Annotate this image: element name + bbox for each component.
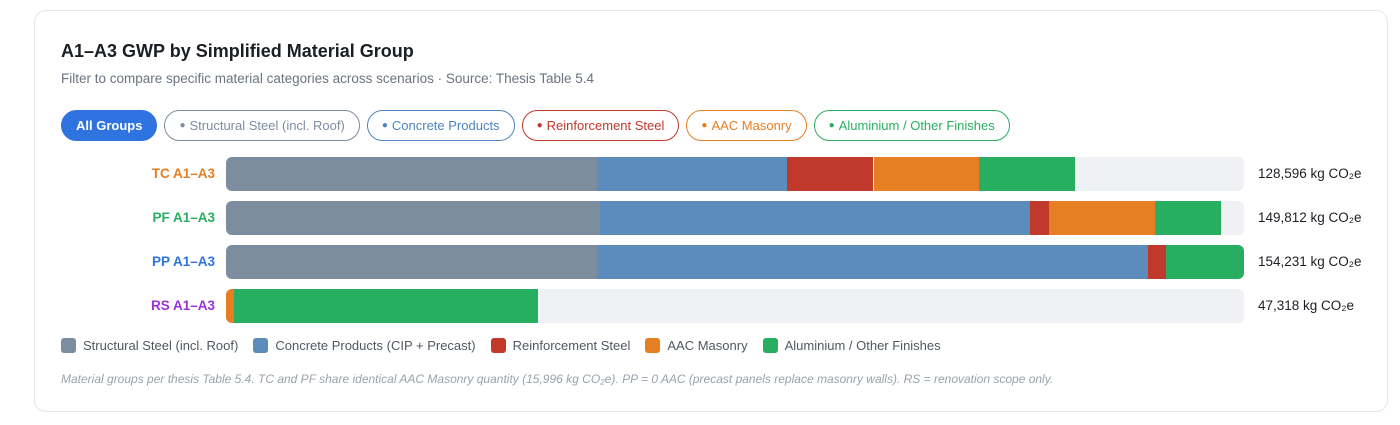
bar-row: TC A1–A3 128,596 kg CO₂e (35, 157, 1387, 191)
legend-item: Concrete Products (CIP + Precast) (253, 337, 476, 353)
filter-dot-icon: ● (381, 120, 388, 131)
legend-swatch-icon (645, 337, 661, 353)
bar-segment[interactable] (979, 157, 1075, 191)
filter-pill-label: Reinforcement Steel (546, 118, 665, 133)
chart-card: A1–A3 GWP by Simplified Material Group F… (34, 10, 1388, 412)
bar-segment[interactable] (599, 201, 1030, 235)
legend-label: Concrete Products (CIP + Precast) (275, 337, 476, 353)
filter-pill-label: Concrete Products (391, 118, 500, 133)
legend-swatch-icon (762, 337, 778, 353)
category-label: RS A1–A3 (150, 298, 215, 313)
bar-segment[interactable] (787, 157, 874, 191)
category-label: TC A1–A3 (151, 166, 215, 181)
bar-total-label: 128,596 kg CO₂e (1258, 166, 1362, 181)
chart-legend: Structural Steel (incl. Roof) Concrete Pr… (61, 336, 941, 354)
legend-label: AAC Masonry (667, 337, 748, 353)
bar-segment[interactable] (226, 289, 234, 323)
bar-segment[interactable] (596, 245, 1148, 279)
bar-segment[interactable] (226, 157, 597, 191)
bar-segment[interactable] (233, 289, 539, 323)
filter-pill-label: All Groups (76, 118, 143, 133)
filter-dot-icon: ● (828, 120, 835, 131)
bar-segment[interactable] (1049, 201, 1155, 235)
legend-swatch-icon (253, 337, 269, 353)
legend-item: Structural Steel (incl. Roof) (61, 337, 239, 353)
bar-track (226, 245, 1244, 279)
bar-row: RS A1–A3 47,318 kg CO₂e (35, 289, 1387, 323)
filter-pill-0[interactable]: All Groups (61, 110, 158, 141)
filter-pill-label: AAC Masonry (711, 118, 792, 133)
filter-dot-icon: ● (179, 120, 186, 131)
bar-total-label: 47,318 kg CO₂e (1258, 298, 1355, 313)
bar-segment[interactable] (1154, 201, 1222, 235)
legend-swatch-icon (61, 337, 76, 353)
legend-item: Reinforcement Steel (490, 337, 631, 353)
filter-dot-icon: ● (701, 120, 708, 131)
chart-subtitle: Filter to compare specific material cate… (61, 71, 594, 86)
bar-segment[interactable] (1147, 245, 1167, 279)
bar-track (226, 157, 1244, 191)
legend-swatch-icon (490, 337, 506, 353)
bar-segment[interactable] (596, 157, 788, 191)
filter-pill-label: Structural Steel (incl. Roof) (189, 118, 345, 133)
bar-row: PP A1–A3 154,231 kg CO₂e (35, 245, 1387, 279)
bar-segment[interactable] (226, 201, 600, 235)
filter-dot-icon: ● (536, 120, 543, 131)
category-label: PF A1–A3 (152, 210, 215, 225)
bar-segment[interactable] (873, 157, 980, 191)
filter-pill-1[interactable]: ● Structural Steel (incl. Roof) (164, 110, 360, 141)
legend-label: Structural Steel (incl. Roof) (83, 337, 239, 353)
legend-item: Aluminium / Other Finishes (762, 337, 941, 353)
bar-segment[interactable] (1166, 245, 1244, 279)
bar-track (226, 289, 1244, 323)
filter-pill-5[interactable]: ● Aluminium / Other Finishes (813, 110, 1010, 141)
bar-row: PF A1–A3 149,812 kg CO₂e (35, 201, 1387, 235)
legend-item: AAC Masonry (645, 337, 748, 353)
bar-total-label: 149,812 kg CO₂e (1258, 210, 1362, 225)
chart-footnote: Material groups per thesis Table 5.4. TC… (61, 372, 1054, 386)
category-label: PP A1–A3 (151, 254, 215, 269)
filter-pill-4[interactable]: ● AAC Masonry (686, 110, 807, 141)
legend-label: Aluminium / Other Finishes (784, 337, 941, 353)
filter-pill-label: Aluminium / Other Finishes (838, 118, 995, 133)
filter-pill-2[interactable]: ● Concrete Products (366, 110, 515, 141)
bar-total-label: 154,231 kg CO₂e (1258, 254, 1362, 269)
bar-segment[interactable] (226, 245, 597, 279)
filter-pill-bar: All Groups ● Structural Steel (incl. Roof)… (61, 110, 1010, 141)
filter-pill-3[interactable]: ● Reinforcement Steel (521, 110, 680, 141)
legend-label: Reinforcement Steel (512, 337, 631, 353)
bar-segment[interactable] (1029, 201, 1050, 235)
chart-title: A1–A3 GWP by Simplified Material Group (61, 41, 414, 61)
bar-track (226, 201, 1244, 235)
